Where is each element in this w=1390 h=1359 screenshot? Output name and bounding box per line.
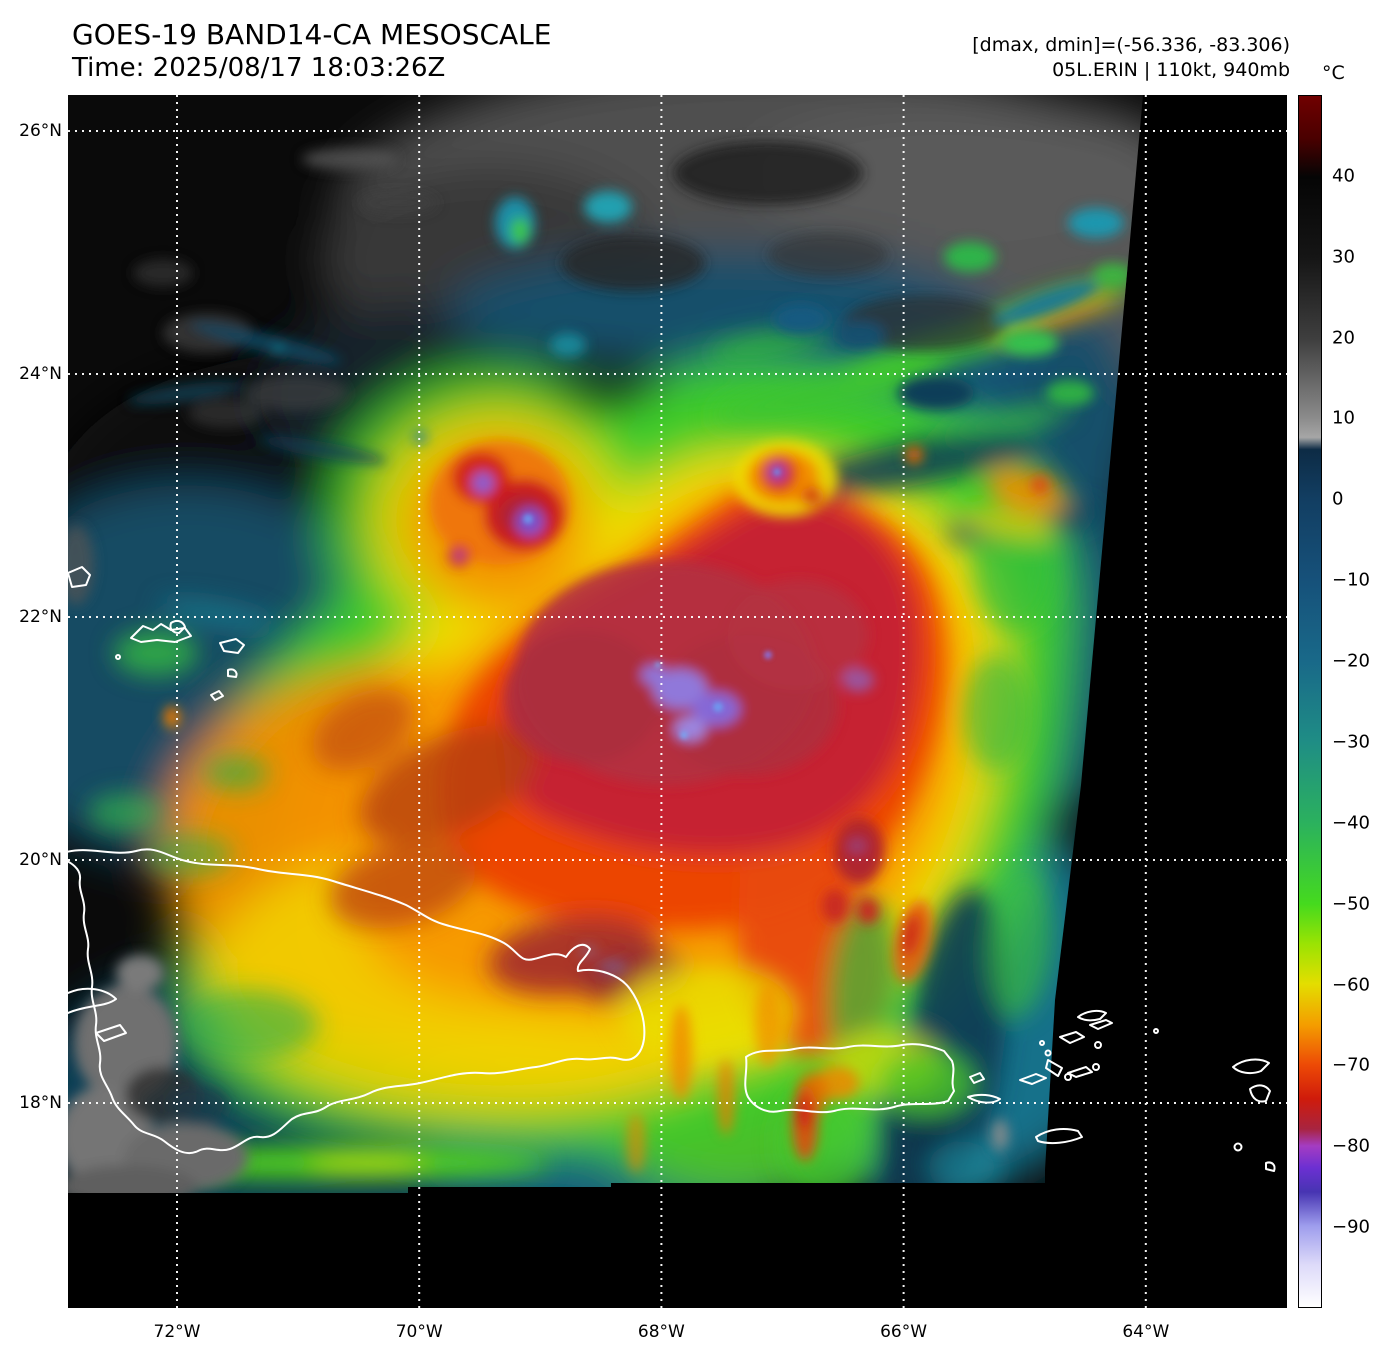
lon-tick-label: 70°W: [395, 1322, 443, 1342]
coast-virgin-gorda: [1092, 1063, 1100, 1071]
colorbar-tick-label: 0: [1332, 488, 1344, 510]
colorbar-tick-label: 10: [1332, 407, 1355, 429]
colorbar-tick-label: −20: [1332, 650, 1370, 672]
lat-tick-label: 26°N: [19, 121, 62, 141]
lon-tick-label: 72°W: [153, 1322, 201, 1342]
coast-st-croix: [1035, 1128, 1083, 1145]
colorbar-tick-label: −70: [1332, 1054, 1370, 1076]
coast-great-inagua: [68, 566, 91, 588]
coast-montserrat: [1233, 1142, 1243, 1152]
coast-st-barth: [1094, 1041, 1102, 1049]
temperature-colorbar: [1298, 95, 1322, 1308]
satellite-image: [68, 95, 1287, 1308]
coast-st-kitts: [1045, 1059, 1063, 1077]
coast-saba: [1039, 1040, 1045, 1046]
coast-hispaniola: [68, 848, 646, 1155]
scan-area: [68, 95, 1143, 1193]
lat-tick-label: 20°N: [19, 850, 62, 870]
lat-tick-label: 22°N: [19, 607, 62, 627]
colorbar-unit-label: °C: [1322, 62, 1345, 84]
coast-puerto-rico: [744, 1043, 955, 1114]
colorbar-tick-label: 30: [1332, 246, 1355, 268]
coast-grand-turk: [227, 668, 238, 678]
coast-gonave-gulf: [68, 987, 117, 1014]
gridlines: [68, 95, 1287, 1308]
coast-tortola: [1067, 1066, 1093, 1078]
colorbar-tick-label: −60: [1332, 974, 1370, 996]
coast-guadeloupe: [1265, 1161, 1276, 1172]
lat-tick-label: 24°N: [19, 364, 62, 384]
coast-barbuda: [1232, 1058, 1270, 1075]
coastlines: [68, 566, 1276, 1172]
coast-gonave-island: [95, 1024, 127, 1042]
coast-sombrero: [1153, 1028, 1159, 1034]
colorbar-tick-label: −40: [1332, 812, 1370, 834]
colorbar-tick-label: −30: [1332, 731, 1370, 753]
image-stats: [dmax, dmin]=(-56.336, -83.306) 05L.ERIN…: [972, 33, 1290, 83]
coast-cay: [115, 654, 121, 660]
dmax-dmin-readout: [dmax, dmin]=(-56.336, -83.306): [972, 34, 1290, 56]
coast-nevis: [1064, 1073, 1072, 1081]
coast-culebra: [969, 1072, 985, 1084]
coast-vieques: [967, 1093, 1001, 1104]
lon-tick-label: 66°W: [880, 1322, 928, 1342]
colorbar-tick-label: −10: [1332, 569, 1370, 591]
timestamp: Time: 2025/08/17 18:03:26Z: [72, 53, 446, 83]
coast-anguilla: [1077, 1009, 1107, 1022]
colorbar-tick-label: 40: [1332, 165, 1355, 187]
coast-east-caicos: [219, 638, 245, 654]
lon-tick-label: 64°W: [1122, 1322, 1170, 1342]
storm-info-readout: 05L.ERIN | 110kt, 940mb: [1052, 59, 1290, 81]
coast-st-martin: [1059, 1031, 1085, 1044]
coast-salt-cay: [210, 690, 224, 701]
lon-tick-label: 68°W: [637, 1322, 685, 1342]
lat-tick-label: 18°N: [19, 1093, 62, 1113]
colorbar-tick-label: −90: [1332, 1216, 1370, 1238]
page-title: GOES-19 BAND14-CA MESOSCALE: [72, 18, 552, 51]
colorbar-tick-label: −50: [1332, 893, 1370, 915]
coast-anegada: [1089, 1019, 1113, 1030]
colorbar-tick-label: 20: [1332, 327, 1355, 349]
coast-st-thomas: [1019, 1073, 1047, 1085]
coast-statia: [1044, 1049, 1052, 1057]
satellite-map: Copyright © 2020-2025 Dapiya: [68, 95, 1287, 1308]
coast-antigua: [1249, 1084, 1271, 1103]
colorbar-tick-label: −80: [1332, 1135, 1370, 1157]
